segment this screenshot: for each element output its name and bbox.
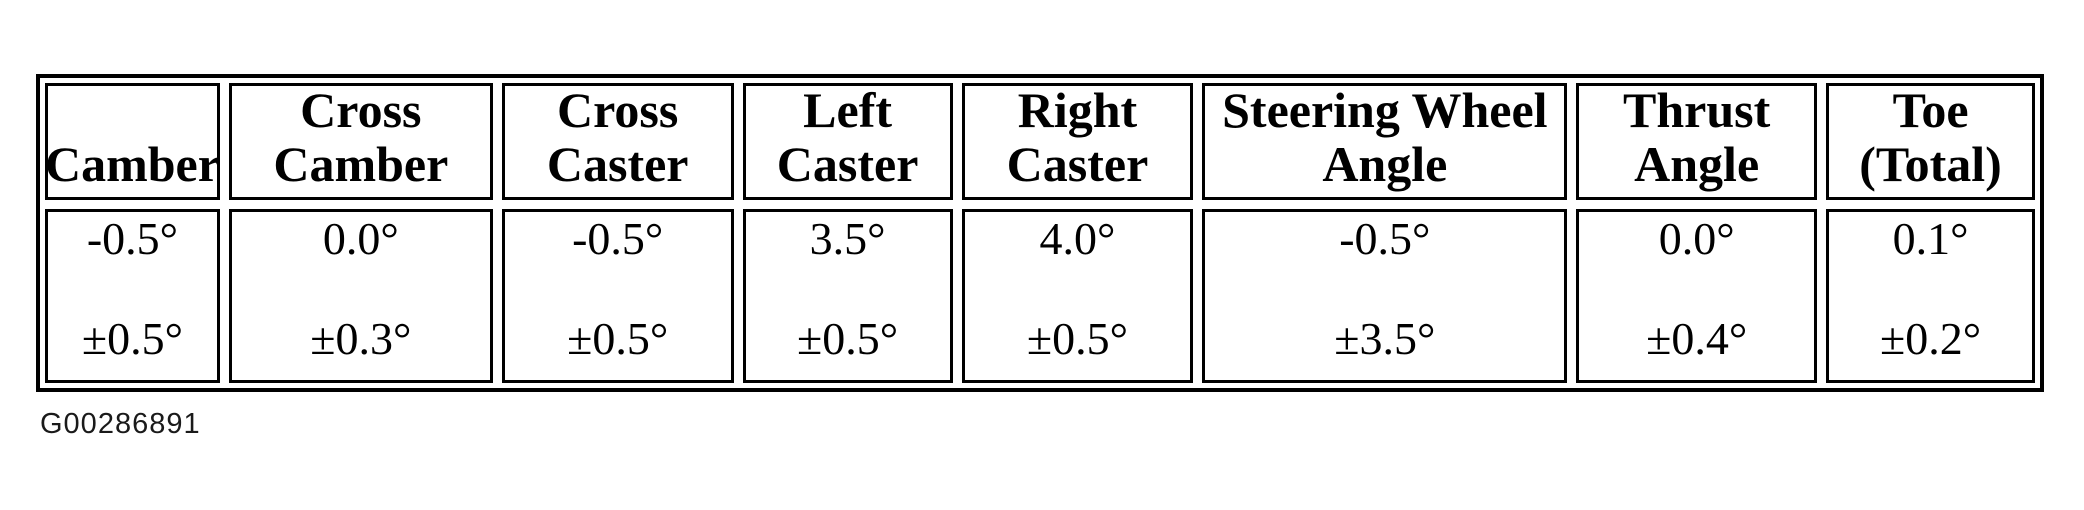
header-cell-cross-caster: Cross Caster [501, 83, 734, 200]
data-cell-cross-caster: -0.5° ±0.5° [501, 208, 734, 383]
header-cell-right-caster: Right Caster [961, 83, 1194, 200]
tolerance-toe-total: ±0.2° [1879, 312, 1982, 364]
value-toe-total: 0.1° [1892, 212, 1969, 264]
tolerance-right-caster: ±0.5° [1026, 312, 1129, 364]
data-cell-right-caster: 4.0° ±0.5° [961, 208, 1194, 383]
data-cell-steering-wheel-angle: -0.5° ±3.5° [1202, 208, 1568, 383]
tolerance-left-caster: ±0.5° [797, 312, 899, 364]
data-cell-left-caster: 3.5° ±0.5° [742, 208, 953, 383]
data-cell-camber: -0.5° ±0.5° [45, 208, 220, 383]
alignment-spec-table: Camber Cross Camber Cross Caster Left Ca… [36, 74, 2044, 392]
value-camber: -0.5° [86, 212, 179, 264]
alignment-spec-grid: Camber Cross Camber Cross Caster Left Ca… [45, 83, 2035, 383]
data-cell-toe-total: 0.1° ±0.2° [1826, 208, 2035, 383]
header-cell-left-caster: Left Caster [742, 83, 953, 200]
data-cell-thrust-angle: 0.0° ±0.4° [1576, 208, 1818, 383]
header-cell-thrust-angle: Thrust Angle [1576, 83, 1818, 200]
tolerance-camber: ±0.5° [81, 312, 184, 364]
tolerance-cross-caster: ±0.5° [567, 312, 669, 364]
value-thrust-angle: 0.0° [1658, 212, 1735, 264]
tolerance-steering-wheel-angle: ±3.5° [1334, 312, 1436, 364]
data-cell-cross-camber: 0.0° ±0.3° [228, 208, 493, 383]
header-cell-camber: Camber [45, 83, 220, 200]
figure-id-label: G00286891 [40, 408, 201, 440]
tolerance-cross-camber: ±0.3° [310, 312, 412, 364]
header-cell-cross-camber: Cross Camber [228, 83, 493, 200]
value-cross-caster: -0.5° [572, 212, 664, 264]
value-steering-wheel-angle: -0.5° [1339, 212, 1431, 264]
header-cell-toe-total: Toe (Total) [1826, 83, 2035, 200]
value-cross-camber: 0.0° [322, 212, 399, 264]
tolerance-thrust-angle: ±0.4° [1646, 312, 1748, 364]
value-left-caster: 3.5° [809, 212, 886, 264]
value-right-caster: 4.0° [1039, 212, 1116, 264]
header-cell-steering-wheel-angle: Steering Wheel Angle [1202, 83, 1568, 200]
